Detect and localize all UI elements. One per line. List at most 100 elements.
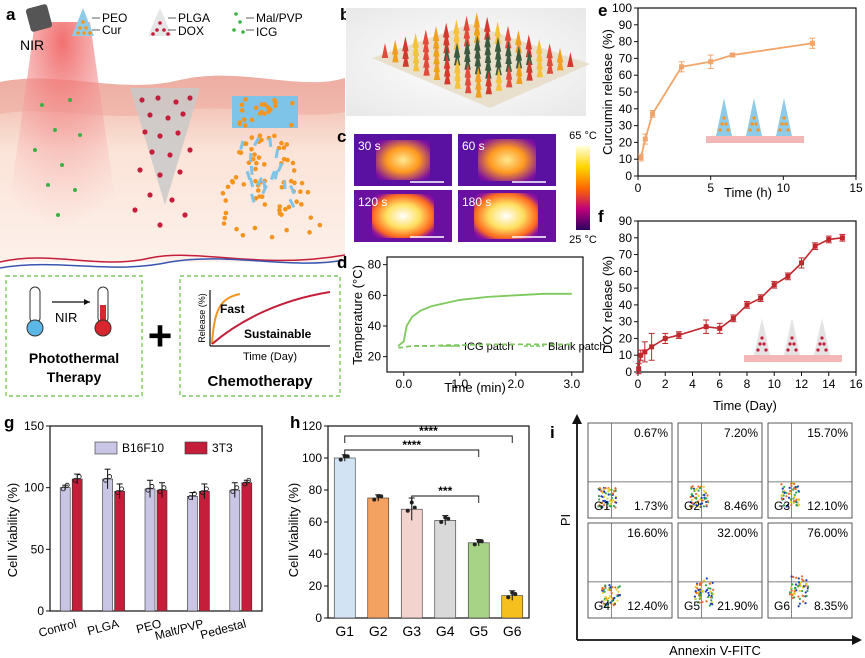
microneedle — [526, 50, 533, 65]
i-event-dot — [692, 504, 695, 507]
cur-dot — [249, 117, 255, 123]
peo-fragment — [276, 162, 284, 172]
microneedle — [422, 29, 429, 45]
h-ytick-label: 80 — [309, 483, 323, 497]
i-event-dot — [706, 500, 709, 503]
f-inset-patch — [744, 318, 842, 362]
e-ytick-label: 20 — [619, 135, 633, 149]
microneedle — [454, 73, 461, 89]
g-ytick-label: 50 — [31, 542, 45, 556]
g-data-point — [60, 486, 66, 492]
i-event-dot — [708, 604, 711, 607]
i-event-dot — [794, 583, 798, 586]
h-category-label: G3 — [402, 623, 421, 639]
i-event-dot — [706, 494, 709, 497]
i-event-dot — [609, 493, 612, 496]
f-data-point — [662, 335, 668, 341]
d-axes-frame — [386, 256, 584, 373]
i-event-dot — [700, 485, 703, 488]
g-data-point — [76, 474, 82, 479]
legend-malpvp: Mal/PVP — [256, 11, 303, 25]
i-event-dot — [789, 500, 792, 504]
microneedle — [423, 52, 430, 68]
g-ytick-label: 100 — [24, 481, 44, 495]
f-data-point — [744, 302, 750, 308]
g-category-label: Malt/PVP — [153, 616, 205, 642]
i-event-dot — [782, 494, 785, 497]
microneedle — [473, 20, 481, 36]
i-event-dot — [605, 506, 609, 509]
h-ytick-label: 0 — [315, 611, 322, 625]
i-event-dot — [615, 501, 618, 504]
microneedle — [484, 16, 491, 32]
g-data-point — [149, 484, 155, 489]
thermal-time-120s: 120 s — [358, 195, 387, 209]
i-event-dot — [610, 488, 613, 491]
i-event-dot — [798, 589, 801, 593]
cur-dot — [249, 146, 254, 152]
i-upper-right-pct: 32.00% — [717, 526, 758, 540]
f-xtick-label: 0 — [635, 377, 642, 391]
i-event-dot — [783, 485, 786, 488]
microneedle — [443, 46, 450, 61]
i-event-dot — [692, 487, 696, 490]
i-lower-right-pct: 12.40% — [627, 599, 668, 613]
microneedle — [515, 37, 522, 53]
photothermal-label-1: Photothermal — [29, 350, 119, 366]
microneedle — [473, 12, 480, 28]
f-ytick-label: 30 — [619, 315, 633, 329]
g-data-point — [242, 481, 248, 487]
cur-dot — [308, 215, 314, 220]
i-event-dot — [606, 502, 610, 505]
i-event-dot — [709, 590, 712, 593]
i-event-dot — [804, 602, 807, 605]
i-event-dot — [611, 586, 614, 589]
e-ylabel: Curcumin release (%) — [600, 29, 615, 155]
sustainable-label: Sustainable — [244, 327, 312, 341]
f-ytick-label: 40 — [619, 298, 633, 312]
i-lower-right-pct: 1.73% — [634, 499, 668, 513]
i-event-dot — [710, 594, 713, 597]
i-event-dot — [695, 487, 698, 490]
i-event-dot — [698, 597, 701, 600]
e-inset-patch — [706, 98, 804, 143]
legend-plga: PLGA — [178, 11, 210, 25]
i-event-dot — [604, 586, 607, 590]
i-event-dot — [615, 588, 618, 591]
i-event-dot — [709, 587, 712, 590]
g-ylabel: Cell Viability (%) — [5, 483, 20, 577]
i-event-dot — [789, 498, 793, 501]
i-event-dot — [794, 487, 797, 491]
microneedle — [475, 67, 482, 82]
i-event-dot — [606, 497, 609, 500]
i-event-dot — [798, 602, 801, 605]
d-xtick-label: 1.0 — [451, 377, 468, 391]
microneedle — [536, 62, 543, 78]
i-event-dot — [610, 600, 614, 603]
microneedle — [412, 32, 419, 48]
i-event-dot — [609, 499, 612, 503]
g-data-point — [103, 477, 108, 483]
cur-dot — [299, 180, 305, 186]
h-bar — [333, 457, 356, 619]
i-event-dot — [614, 586, 617, 589]
i-event-dot — [712, 588, 715, 591]
microneedle — [381, 43, 389, 58]
i-event-dot — [802, 579, 805, 582]
i-event-dot — [689, 501, 692, 504]
i-event-dot — [797, 498, 801, 502]
h-ytick-label: 40 — [309, 547, 323, 561]
i-event-dot — [694, 585, 697, 589]
cur-dot — [298, 189, 303, 194]
i-event-dot — [610, 496, 614, 500]
i-group-label: G5 — [684, 599, 700, 613]
i-event-dot — [702, 579, 706, 582]
e-ytick-label: 40 — [619, 102, 633, 116]
i-event-dot — [705, 588, 709, 592]
f-xlabel: Time (Day) — [713, 398, 777, 413]
i-event-dot — [705, 577, 708, 580]
f-data-point — [826, 236, 832, 242]
colorbar-max: 65 °C — [569, 130, 597, 142]
microneedle — [464, 70, 472, 86]
